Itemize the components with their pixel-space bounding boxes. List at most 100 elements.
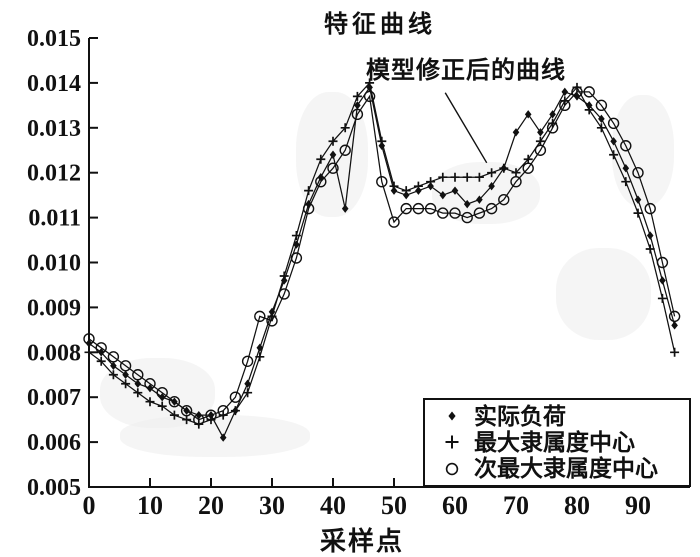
plus-marker <box>438 172 448 182</box>
diamond-marker <box>622 164 630 173</box>
plus-marker <box>511 168 521 178</box>
plus-marker <box>584 105 594 115</box>
plus-marker <box>633 208 643 218</box>
diamond-marker <box>598 114 605 124</box>
circle-marker <box>278 288 290 300</box>
circle-marker <box>388 216 400 228</box>
plus-marker-icon <box>445 435 459 449</box>
diamond-marker <box>537 128 544 137</box>
circle-marker <box>156 387 168 399</box>
circle-marker <box>83 333 95 345</box>
x-tick-label: 30 <box>259 491 285 520</box>
y-tick-label: 0.014 <box>27 71 81 97</box>
plus-marker <box>96 356 106 366</box>
legend-label: 实际负荷 <box>474 403 566 429</box>
plus-marker <box>426 177 436 187</box>
diamond-marker <box>122 370 129 379</box>
series-circle <box>83 86 681 426</box>
diamond-marker <box>646 231 654 240</box>
x-axis-label: 采样点 <box>319 527 405 556</box>
circle-marker <box>498 193 510 206</box>
circle-marker <box>315 175 327 188</box>
diamond-marker <box>512 128 520 137</box>
circle-marker <box>668 310 681 323</box>
plus-marker <box>401 186 411 196</box>
circle-marker <box>559 99 571 112</box>
circle-marker <box>546 122 559 134</box>
circle-marker <box>168 395 181 408</box>
diamond-marker <box>256 343 264 353</box>
circle-marker <box>266 315 278 327</box>
y-tick-label: 0.008 <box>27 340 81 366</box>
diamond-marker <box>634 195 642 204</box>
y-tick-label: 0.013 <box>27 116 81 142</box>
diamond-marker <box>659 276 666 285</box>
circle-marker <box>510 175 522 188</box>
circle-marker <box>217 404 229 417</box>
circle-marker <box>193 413 205 426</box>
circle-marker <box>473 207 486 219</box>
circle-marker <box>180 404 193 417</box>
x-tick-label: 80 <box>564 491 590 520</box>
plus-marker <box>670 347 680 357</box>
plus-marker <box>108 370 118 380</box>
circle-marker <box>339 144 351 156</box>
chart-title: 特征曲线 <box>324 12 436 38</box>
plus-marker <box>84 347 94 357</box>
y-tick-label: 0.006 <box>27 430 81 456</box>
circle-marker <box>595 99 608 112</box>
plus-marker <box>121 379 131 389</box>
plus-marker <box>596 123 606 133</box>
x-tick-label: 50 <box>381 491 407 520</box>
diamond-marker <box>476 195 483 204</box>
x-tick-label: 20 <box>198 491 224 520</box>
x-tick-label: 0 <box>83 491 96 520</box>
x-tick-label: 90 <box>625 491 651 520</box>
diamond-marker <box>341 204 349 213</box>
plus-marker <box>145 397 155 407</box>
plus-marker <box>365 78 375 88</box>
series-line <box>88 91 676 421</box>
x-tick-label: 60 <box>442 491 468 520</box>
diamond-marker <box>110 361 117 370</box>
legend-item-actual-load: 实际负荷 <box>437 403 687 429</box>
plus-marker <box>523 154 533 164</box>
plus-marker <box>352 91 362 101</box>
plus-marker <box>230 406 240 416</box>
y-tick-label: 0.012 <box>27 161 81 187</box>
circle-marker <box>376 175 388 188</box>
y-tick-label: 0.005 <box>27 475 81 501</box>
circle-marker <box>449 207 461 219</box>
circle-marker <box>351 108 364 121</box>
circle-marker <box>144 378 156 390</box>
plus-marker <box>462 172 472 182</box>
circle-marker <box>632 166 644 179</box>
plus-marker <box>657 293 667 303</box>
circle-marker <box>583 86 595 98</box>
plus-marker <box>487 168 497 178</box>
circle-marker <box>461 211 473 224</box>
annotation-pointer-line <box>444 92 488 164</box>
y-tick-label: 0.015 <box>27 26 81 52</box>
plus-marker <box>243 388 253 398</box>
diamond-marker <box>439 190 447 200</box>
circle-marker <box>229 391 242 403</box>
plus-marker <box>291 231 301 241</box>
plus-marker <box>328 136 338 146</box>
diamond-marker <box>219 433 227 442</box>
plus-marker <box>645 244 655 254</box>
plus-marker <box>389 181 399 191</box>
diamond-marker <box>610 137 617 146</box>
plus-marker <box>535 136 545 146</box>
plus-marker <box>304 186 314 196</box>
legend-item-second-max-membership-center: 次最大隶属度中心 <box>437 456 687 482</box>
circle-marker <box>241 355 254 367</box>
y-tick-label: 0.010 <box>27 251 81 277</box>
circle-marker-icon <box>445 462 459 476</box>
legend-label: 最大隶属度中心 <box>474 429 635 455</box>
circle-marker <box>412 202 425 215</box>
circle-marker <box>254 310 266 323</box>
plus-marker <box>450 172 460 182</box>
plus-marker <box>255 352 265 362</box>
